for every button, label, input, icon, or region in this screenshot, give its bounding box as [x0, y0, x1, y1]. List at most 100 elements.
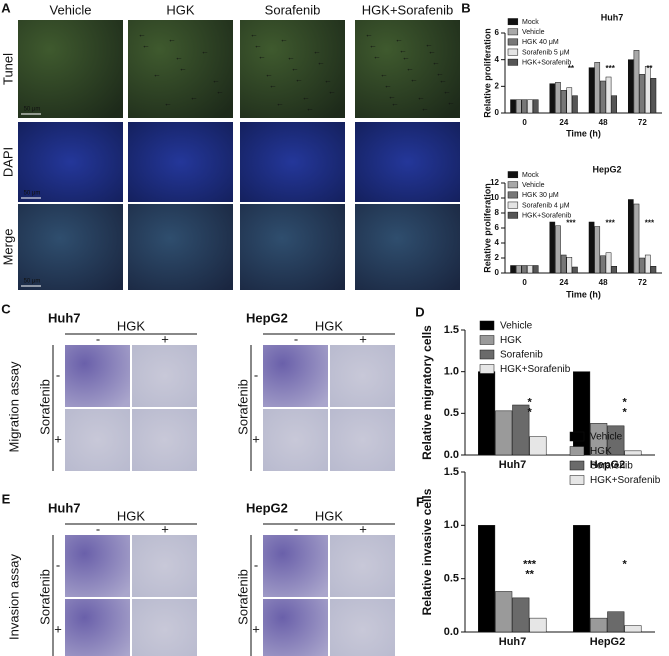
column-label: Sorafenib [265, 2, 321, 17]
y-axis-label: Relative proliferation [482, 28, 492, 118]
legend-swatch [479, 349, 495, 360]
assay-image [330, 345, 395, 407]
assay-image [263, 345, 328, 407]
treatment-label: HGK [117, 508, 146, 523]
bar [600, 80, 606, 114]
bar [633, 203, 640, 274]
y-tick-label: 12 [490, 178, 499, 187]
assay-image [65, 599, 130, 656]
arrow: ← [265, 70, 273, 79]
y-axis-label: Relative invasive cells [420, 488, 434, 615]
assay-label: Invasion assay [6, 554, 21, 640]
column-label: HGK [166, 2, 195, 17]
arrow: ← [201, 47, 209, 56]
row-label: DAPI [0, 147, 15, 177]
arrow: ← [406, 64, 414, 73]
y-tick-label: 6 [495, 223, 500, 232]
sign: + [252, 621, 260, 636]
bar [650, 266, 657, 274]
arrow: ← [428, 47, 436, 56]
arrow: ← [212, 76, 220, 85]
micrograph [128, 122, 233, 202]
bar [515, 99, 522, 114]
arrow: ← [313, 47, 321, 56]
micrograph [18, 20, 123, 118]
y-tick-label: 0 [495, 108, 500, 117]
assay-image [132, 599, 197, 656]
y-tick-label: 2 [495, 81, 500, 90]
arrow: ← [373, 52, 381, 61]
drug-label: Sorafenib [235, 379, 250, 435]
assay-label: Migration assay [6, 361, 21, 453]
scale-bar-label: 50 μm [24, 279, 41, 285]
bar [573, 525, 591, 633]
bar [594, 62, 601, 114]
assay-image [263, 599, 328, 656]
cell-line: Huh7 [48, 500, 81, 515]
arrow: ← [388, 92, 396, 101]
y-tick-label: 0 [495, 268, 500, 277]
arrow: ← [369, 41, 377, 50]
bar [495, 591, 513, 633]
y-tick-label: 1.5 [444, 466, 459, 478]
x-tick-label: HepG2 [590, 636, 625, 648]
x-tick-label: 0 [522, 278, 527, 287]
arrow: ← [302, 93, 310, 102]
x-tick-label: 0 [522, 118, 527, 127]
sign: - [294, 331, 298, 346]
significance: * [622, 559, 627, 571]
legend-swatch [507, 201, 519, 209]
legend-label: HGK+Sorafenib [500, 364, 571, 375]
micrograph [128, 204, 233, 290]
bar [527, 265, 533, 274]
assay-image [132, 409, 197, 471]
x-tick-label: Huh7 [499, 636, 527, 648]
x-tick-label: 24 [559, 278, 568, 287]
arrow: ← [328, 87, 336, 96]
bar [650, 78, 657, 114]
micrograph [18, 122, 123, 202]
bar [560, 90, 567, 114]
bar [529, 617, 547, 633]
legend-label: Vehicle [500, 321, 533, 332]
assay-image [65, 535, 130, 597]
arrow: ← [306, 104, 314, 113]
bar [495, 410, 513, 456]
arrow: ← [324, 76, 332, 85]
bar [627, 59, 634, 114]
legend-swatch [569, 431, 585, 442]
bar [600, 255, 606, 274]
bar [607, 611, 625, 633]
legend-swatch [507, 48, 519, 56]
bar [590, 423, 608, 456]
bar [478, 525, 496, 633]
panel-letter: D [415, 304, 424, 319]
bar [478, 371, 496, 456]
legend-label: Mock [522, 19, 539, 26]
bar [588, 221, 595, 274]
arrow: ← [287, 53, 295, 62]
bar [644, 66, 651, 114]
sign: + [359, 331, 367, 346]
significance: * [622, 396, 627, 408]
arrow: ← [395, 35, 403, 44]
arrow: ← [439, 76, 447, 85]
legend-label: HGK 40 μM [522, 39, 559, 46]
chart-title: Huh7 [601, 12, 624, 22]
arrow: ← [142, 41, 150, 50]
cell-line: HepG2 [246, 500, 288, 515]
bar [624, 625, 642, 633]
y-tick-label: 1.5 [444, 324, 459, 336]
sign: + [161, 521, 169, 536]
bar [549, 83, 556, 114]
arrow: ← [164, 99, 172, 108]
legend-swatch [507, 171, 519, 179]
y-tick-label: 10 [490, 193, 499, 202]
scale-bar-label: 50 μm [24, 107, 41, 113]
arrow: ← [250, 30, 258, 39]
assay-image [330, 599, 395, 656]
legend-swatch [507, 28, 519, 36]
legend-label: Sorafenib [500, 350, 543, 361]
legend-label: Sorafenib 4 μM [522, 202, 570, 209]
micrograph [355, 204, 460, 290]
